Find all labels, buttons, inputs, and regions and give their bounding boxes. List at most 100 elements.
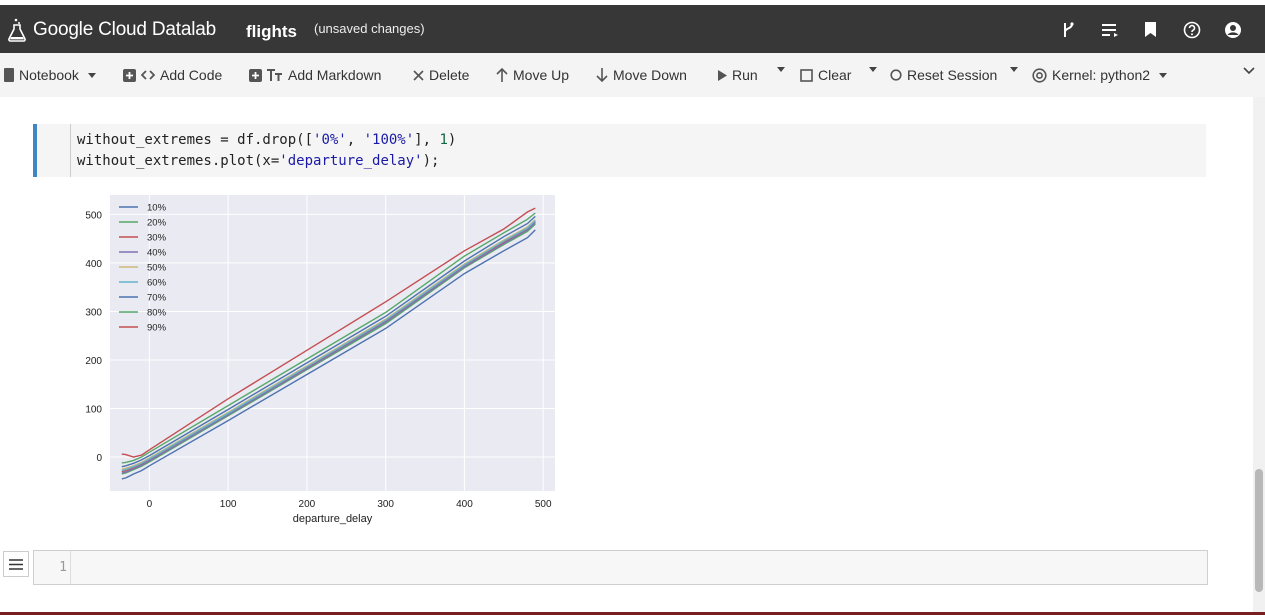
bottom-edge bbox=[0, 612, 1265, 615]
x-tick-label: 300 bbox=[377, 499, 394, 510]
run-dropdown[interactable] bbox=[773, 67, 785, 72]
chevron-down-icon bbox=[1243, 67, 1255, 75]
code-icon bbox=[141, 70, 155, 80]
add-code-button[interactable]: Add Code bbox=[123, 67, 222, 83]
x-tick-label: 500 bbox=[535, 499, 552, 510]
chevron-down-icon bbox=[1010, 67, 1018, 72]
notebook-icon bbox=[4, 68, 14, 82]
app-logo[interactable]: Google Cloud Datalab bbox=[8, 18, 216, 42]
chevron-down-icon bbox=[869, 67, 877, 72]
top-strip bbox=[0, 0, 1265, 5]
legend-label: 50% bbox=[147, 263, 167, 274]
add-code-label: Add Code bbox=[160, 67, 223, 83]
chevron-down-icon bbox=[777, 67, 785, 72]
reset-session-dropdown[interactable] bbox=[1006, 67, 1018, 72]
legend-label: 10% bbox=[147, 203, 167, 214]
code-editor[interactable]: without_extremes = df.drop(['0%', '100%'… bbox=[77, 130, 456, 172]
notebook-title[interactable]: flights bbox=[246, 22, 297, 41]
series-line bbox=[121, 215, 536, 468]
flask-icon bbox=[8, 18, 26, 42]
bookmark-icon[interactable] bbox=[1140, 19, 1161, 40]
cell-menu-button[interactable] bbox=[3, 551, 29, 577]
notebook-menu-label: Notebook bbox=[19, 67, 79, 83]
y-tick-label: 400 bbox=[85, 259, 102, 270]
y-tick-label: 100 bbox=[85, 405, 102, 416]
reset-session-button[interactable]: Reset Session bbox=[890, 67, 997, 83]
series-line bbox=[121, 220, 536, 472]
add-markdown-button[interactable]: Add Markdown bbox=[249, 67, 381, 83]
series-line bbox=[121, 212, 536, 464]
app-header: Google Cloud Datalab flights (unsaved ch… bbox=[0, 5, 1265, 53]
chevron-down-icon bbox=[1159, 72, 1168, 78]
legend-label: 70% bbox=[147, 293, 167, 304]
y-tick-label: 500 bbox=[85, 210, 102, 221]
legend-label: 90% bbox=[147, 323, 167, 334]
y-tick-label: 300 bbox=[85, 307, 102, 318]
branch-icon[interactable] bbox=[1058, 19, 1079, 40]
x-tick-label: 400 bbox=[456, 499, 473, 510]
plus-box-icon bbox=[123, 68, 136, 82]
text-format-icon bbox=[267, 69, 282, 81]
chevron-down-icon bbox=[87, 72, 96, 78]
run-label: Run bbox=[732, 67, 758, 83]
cell-gutter bbox=[70, 551, 71, 584]
reset-session-label: Reset Session bbox=[907, 67, 998, 83]
line-number: 1 bbox=[59, 560, 67, 575]
clear-button[interactable]: Clear bbox=[800, 67, 851, 83]
move-up-label: Move Up bbox=[513, 67, 570, 83]
checkbox-icon bbox=[800, 68, 813, 82]
code-cell[interactable]: without_extremes = df.drop(['0%', '100%'… bbox=[33, 124, 1206, 177]
save-status: (unsaved changes) bbox=[314, 21, 425, 36]
legend-label: 60% bbox=[147, 278, 167, 289]
y-tick-label: 200 bbox=[85, 356, 102, 367]
y-tick-label: 0 bbox=[96, 453, 102, 464]
scrollbar-thumb[interactable] bbox=[1255, 469, 1263, 592]
kernel-icon bbox=[1032, 67, 1047, 83]
series-line bbox=[121, 222, 536, 474]
x-tick-label: 100 bbox=[220, 499, 237, 510]
legend-label: 30% bbox=[147, 233, 167, 244]
circle-icon bbox=[890, 69, 902, 81]
account-icon[interactable] bbox=[1222, 19, 1243, 40]
series-line bbox=[121, 219, 536, 470]
clear-dropdown[interactable] bbox=[865, 67, 877, 72]
line-chart: 0 100 200 300 400 500 0 100 200 300 400 500 departur… bbox=[85, 195, 555, 525]
plus-box-icon bbox=[249, 68, 262, 82]
empty-code-cell[interactable]: 1 bbox=[33, 550, 1208, 585]
move-down-button[interactable]: Move Down bbox=[596, 67, 687, 83]
arrow-down-icon bbox=[596, 68, 608, 82]
brand-name: Google Cloud Datalab bbox=[33, 19, 216, 40]
cell-gutter bbox=[70, 124, 71, 177]
kernel-selector[interactable]: Kernel: python2 bbox=[1032, 67, 1168, 83]
close-icon bbox=[413, 69, 424, 81]
legend-label: 40% bbox=[147, 248, 167, 259]
add-markdown-label: Add Markdown bbox=[288, 67, 382, 83]
legend-label: 20% bbox=[147, 218, 167, 229]
vertical-scrollbar[interactable] bbox=[1253, 97, 1265, 615]
series-line bbox=[121, 229, 536, 480]
x-axis-label: departure_delay bbox=[293, 513, 373, 525]
toolbar-expand-button[interactable] bbox=[1243, 67, 1255, 75]
run-button[interactable]: Run bbox=[718, 67, 758, 83]
move-up-button[interactable]: Move Up bbox=[496, 67, 569, 83]
legend-label: 80% bbox=[147, 308, 167, 319]
cell-selection-bar bbox=[33, 124, 37, 177]
notebook-content[interactable]: without_extremes = df.drop(['0%', '100%'… bbox=[0, 97, 1253, 615]
toc-icon[interactable] bbox=[1099, 19, 1120, 40]
code-line-1: without_extremes = df.drop(['0%', '100%'… bbox=[77, 132, 457, 148]
code-line-2: without_extremes.plot(x='departure_delay… bbox=[77, 153, 440, 169]
clear-label: Clear bbox=[818, 67, 852, 83]
series-line bbox=[121, 207, 536, 458]
notebook-menu-button[interactable]: Notebook bbox=[4, 67, 96, 83]
delete-label: Delete bbox=[429, 67, 470, 83]
help-icon[interactable] bbox=[1181, 19, 1202, 40]
move-down-label: Move Down bbox=[613, 67, 687, 83]
kernel-label: Kernel: python2 bbox=[1052, 67, 1151, 83]
delete-button[interactable]: Delete bbox=[413, 67, 469, 83]
series-line bbox=[121, 223, 536, 475]
notebook-toolbar: Notebook Add Code Add Markdown Delete Mo… bbox=[0, 53, 1265, 98]
x-tick-label: 0 bbox=[147, 499, 153, 510]
x-tick-label: 200 bbox=[299, 499, 316, 510]
previous-output-fragment bbox=[300, 97, 390, 100]
menu-icon bbox=[9, 558, 23, 570]
